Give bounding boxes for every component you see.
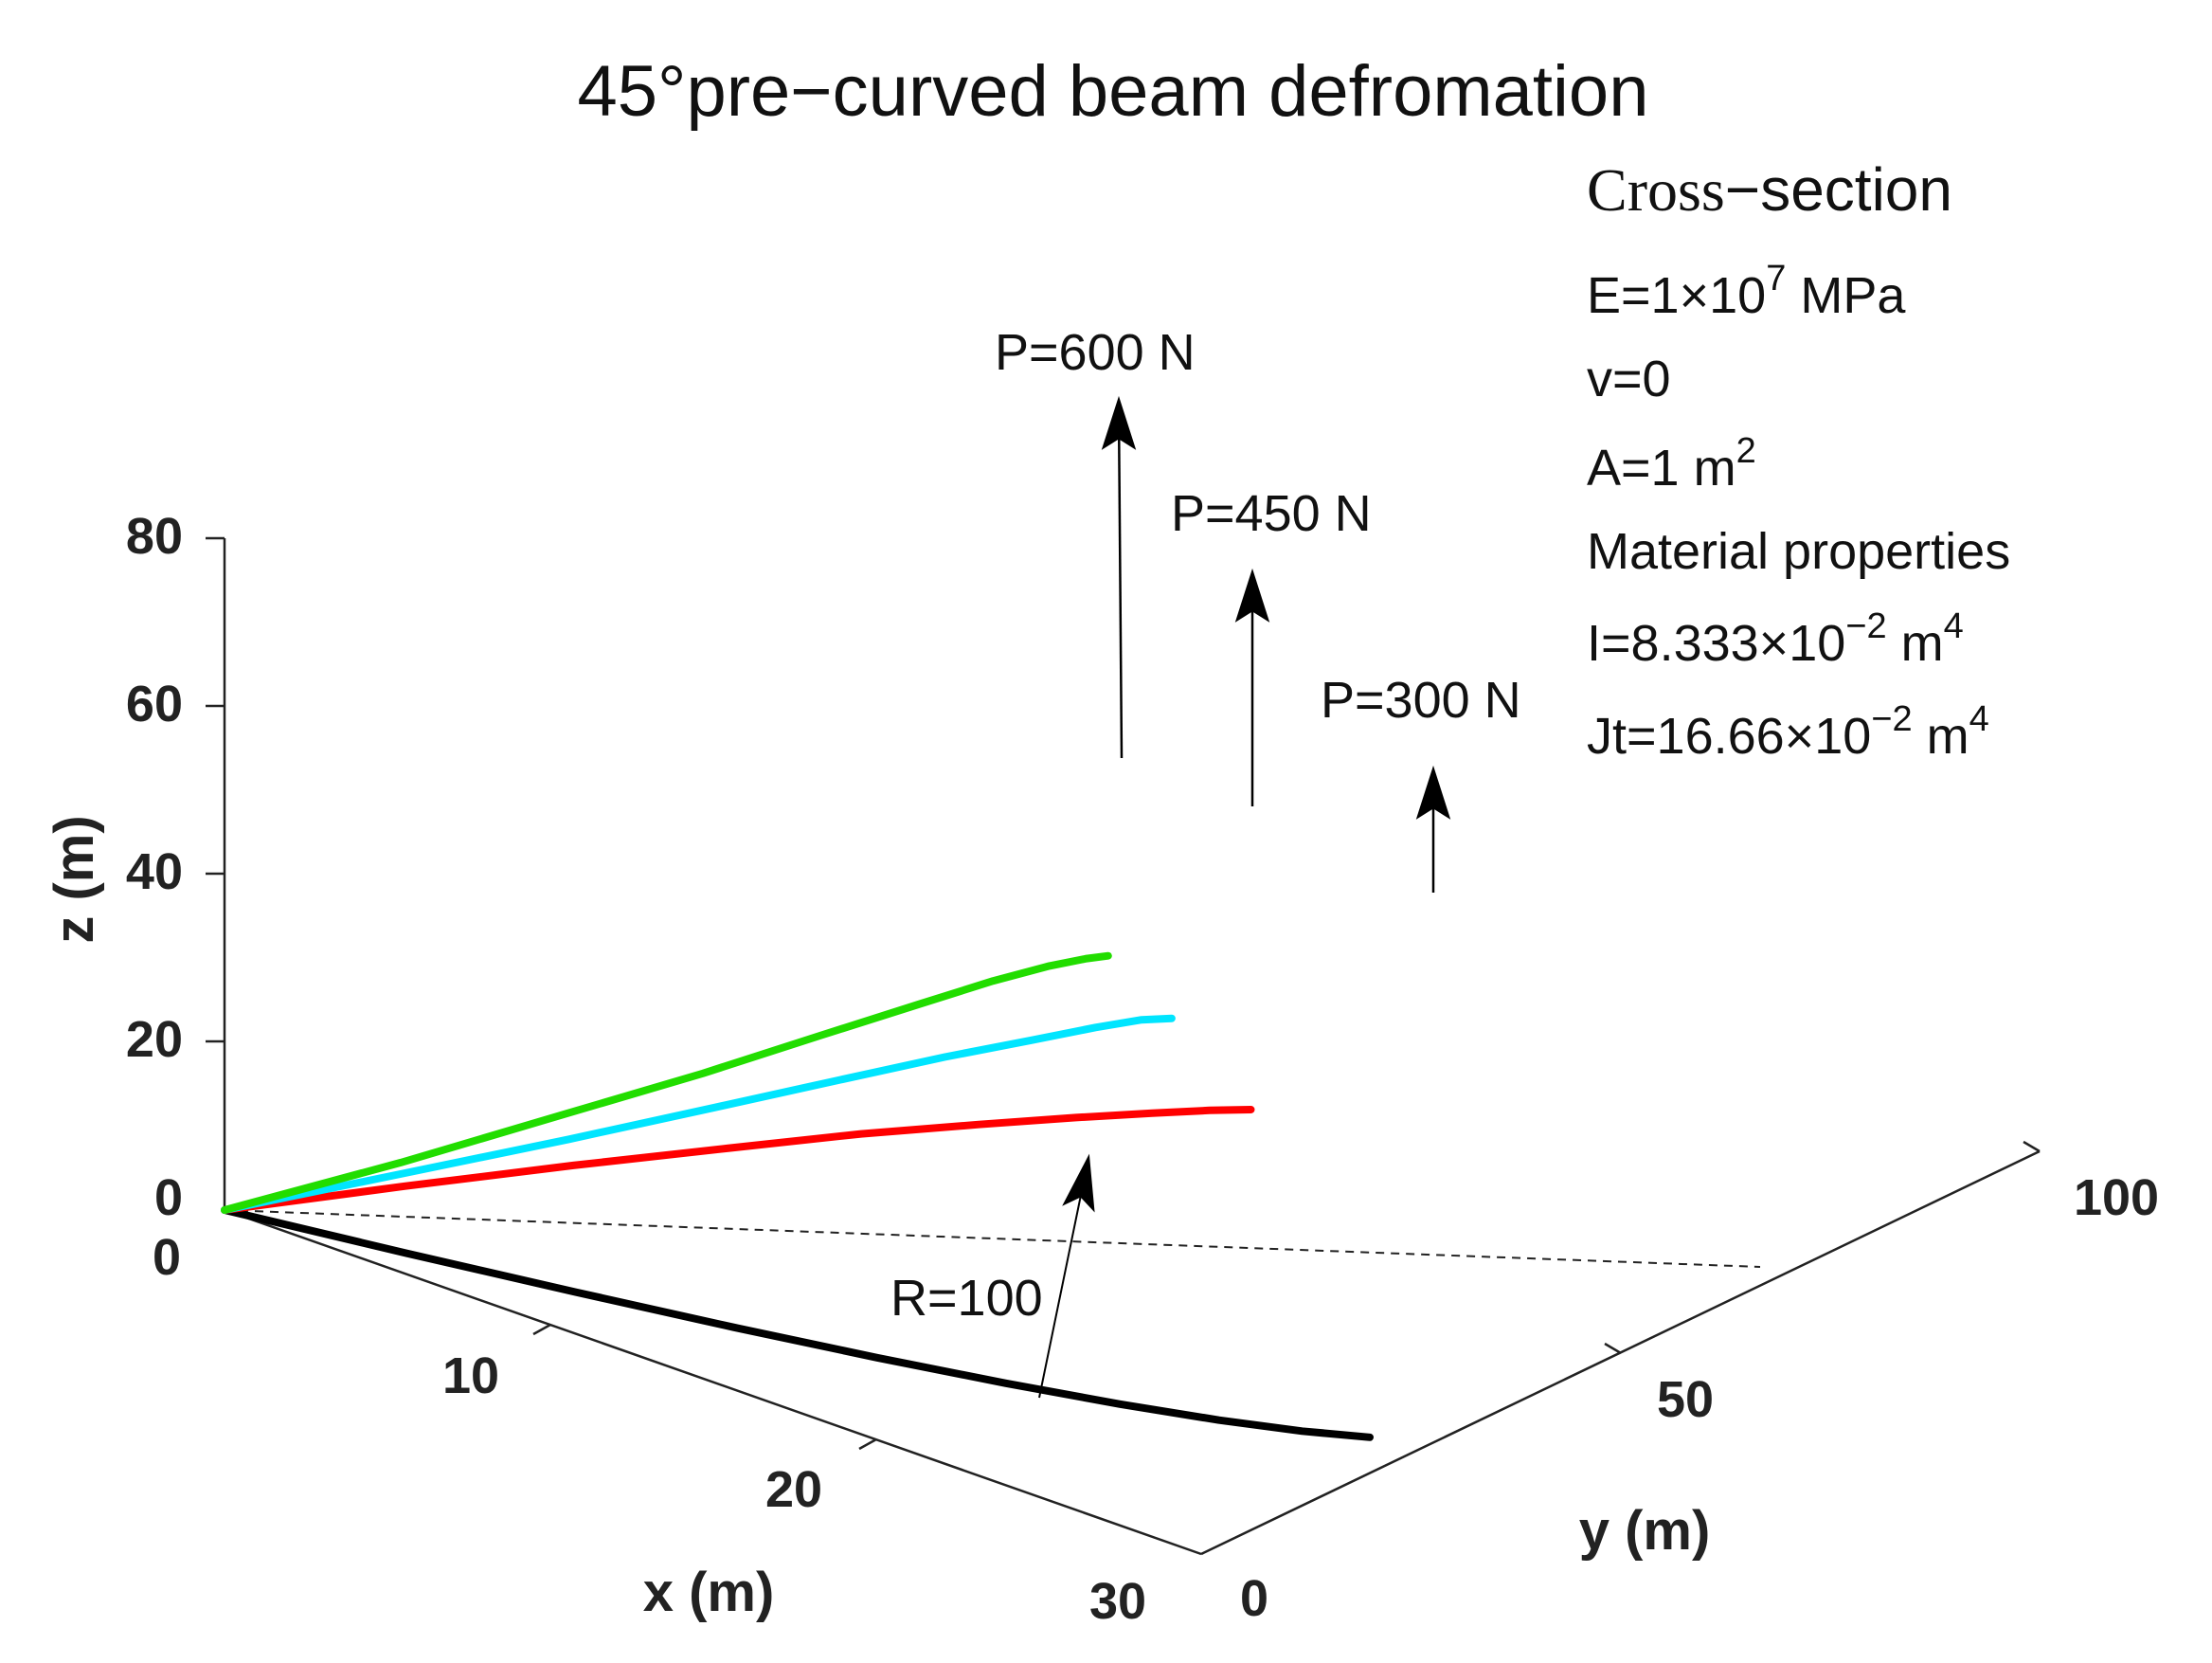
- y-tick-label: 0: [1240, 1570, 1268, 1627]
- properties-panel: Cross−section E=1×107 MPa v=0 A=1 m2 Mat…: [1587, 155, 2010, 765]
- x-tick-labels: 0 10 20 30: [153, 1229, 1146, 1630]
- series-line-2: [221, 1014, 1176, 1214]
- z-tick-labels: 80 60 40 20 0: [126, 508, 183, 1226]
- z-tick-label: 40: [126, 843, 183, 900]
- property-a: A=1 m2: [1587, 431, 1756, 497]
- property-jt: Jt=16.66×10−2 m4: [1587, 699, 1989, 765]
- x-tick-label: 0: [153, 1229, 181, 1286]
- x-tick-label: 20: [765, 1461, 822, 1518]
- series-layer: [221, 951, 1374, 1441]
- property-material-heading: Material properties: [1587, 523, 2010, 580]
- cross-section-title-serif: Cross: [1587, 156, 1725, 224]
- z-tick-label: 20: [126, 1011, 183, 1068]
- property-v: v=0: [1587, 351, 1671, 407]
- chord-baseline: [224, 1209, 1761, 1268]
- cross-section-title-dash: −: [1725, 155, 1760, 224]
- y-tick-label: 50: [1657, 1371, 1714, 1428]
- x-tick-label: 10: [442, 1347, 499, 1404]
- x-axis-line: [224, 1208, 1202, 1556]
- property-e: E=1×107 MPa: [1587, 259, 1906, 324]
- series-line-3: [221, 951, 1112, 1214]
- load-label-600: P=600 N: [995, 324, 1196, 381]
- z-tick-label: 60: [126, 676, 183, 732]
- load-arrow-300-head: [1415, 765, 1451, 820]
- radius-arrow-shaft: [1038, 1166, 1088, 1399]
- x-axis-label: x (m): [643, 1562, 775, 1623]
- load-arrow-600-head: [1101, 395, 1137, 450]
- x-tick-10: [532, 1323, 551, 1336]
- load-arrow-600-shaft: [1117, 407, 1124, 759]
- cross-section-title-sans: section: [1760, 155, 1952, 224]
- z-tick-label: 80: [126, 508, 183, 565]
- cross-section-title: Cross−section: [1587, 155, 1952, 224]
- y-tick-50: [1604, 1342, 1622, 1355]
- y-tick-labels: 0 50 100: [1240, 1169, 2159, 1627]
- series-line-1: [221, 1106, 1255, 1214]
- z-axis-label: z (m): [44, 815, 105, 943]
- y-tick-100: [2023, 1140, 2041, 1153]
- load-arrow-450-head: [1234, 568, 1270, 623]
- x-tick-20: [858, 1437, 877, 1451]
- load-label-450: P=450 N: [1171, 485, 1372, 542]
- y-axis-label: y (m): [1579, 1500, 1711, 1562]
- load-label-300: P=300 N: [1321, 672, 1521, 729]
- radius-arrow-head: [1062, 1153, 1095, 1213]
- tick-marks: [206, 536, 2041, 1451]
- y-tick-label: 100: [2074, 1169, 2159, 1226]
- series-line-0: [221, 1206, 1374, 1441]
- x-tick-label: 30: [1089, 1573, 1146, 1630]
- chart-title: 45°pre−curved beam defromation: [578, 51, 1649, 132]
- load-arrows: [1038, 395, 1451, 1399]
- z-tick-label: 0: [154, 1169, 183, 1226]
- property-i: I=8.333×10−2 m4: [1587, 606, 1964, 672]
- radius-label: R=100: [890, 1270, 1043, 1327]
